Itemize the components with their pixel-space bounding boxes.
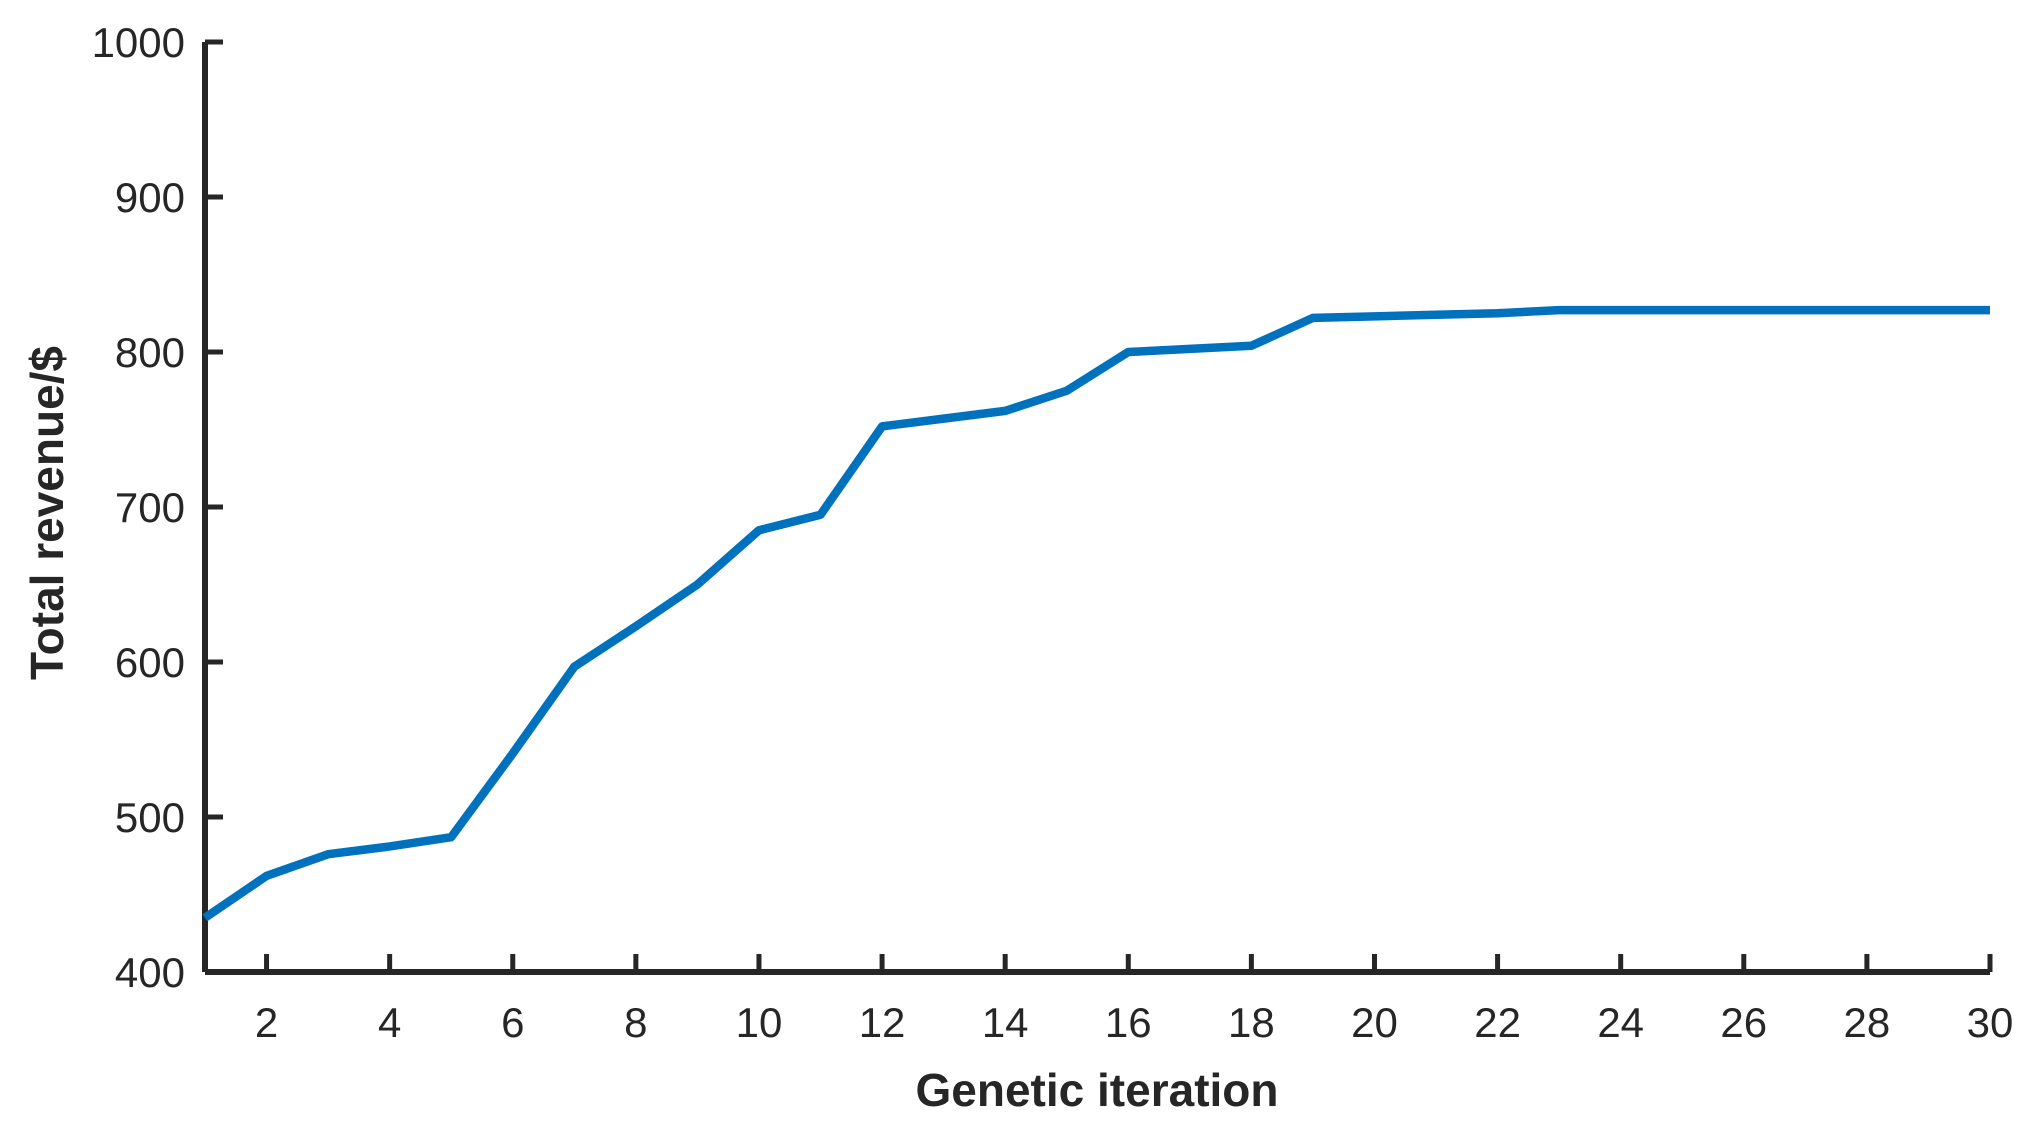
x-tick-label: 22 bbox=[1474, 999, 1521, 1046]
x-tick-label: 12 bbox=[859, 999, 906, 1046]
x-tick-label: 8 bbox=[624, 999, 647, 1046]
x-tick-label: 28 bbox=[1844, 999, 1891, 1046]
y-axis-title: Total revenue/$ bbox=[21, 345, 73, 681]
x-tick-label: 24 bbox=[1597, 999, 1644, 1046]
y-tick-label: 600 bbox=[115, 639, 185, 686]
y-tick-label: 800 bbox=[115, 329, 185, 376]
x-tick-label: 30 bbox=[1967, 999, 2014, 1046]
y-tick-label: 500 bbox=[115, 794, 185, 841]
x-tick-label: 14 bbox=[982, 999, 1029, 1046]
y-tick-label: 900 bbox=[115, 174, 185, 221]
y-tick-label: 700 bbox=[115, 484, 185, 531]
x-tick-label: 2 bbox=[255, 999, 278, 1046]
x-tick-label: 6 bbox=[501, 999, 524, 1046]
y-tick-label: 400 bbox=[115, 949, 185, 996]
x-tick-label: 16 bbox=[1105, 999, 1152, 1046]
revenue-series-line bbox=[202, 305, 1990, 922]
y-tick-label: 1000 bbox=[92, 19, 185, 66]
x-tick-label: 26 bbox=[1720, 999, 1767, 1046]
x-tick-label: 18 bbox=[1228, 999, 1275, 1046]
x-axis-title: Genetic iteration bbox=[915, 1064, 1279, 1116]
x-tick-label: 20 bbox=[1351, 999, 1398, 1046]
x-tick-label: 4 bbox=[378, 999, 401, 1046]
x-tick-label: 10 bbox=[736, 999, 783, 1046]
